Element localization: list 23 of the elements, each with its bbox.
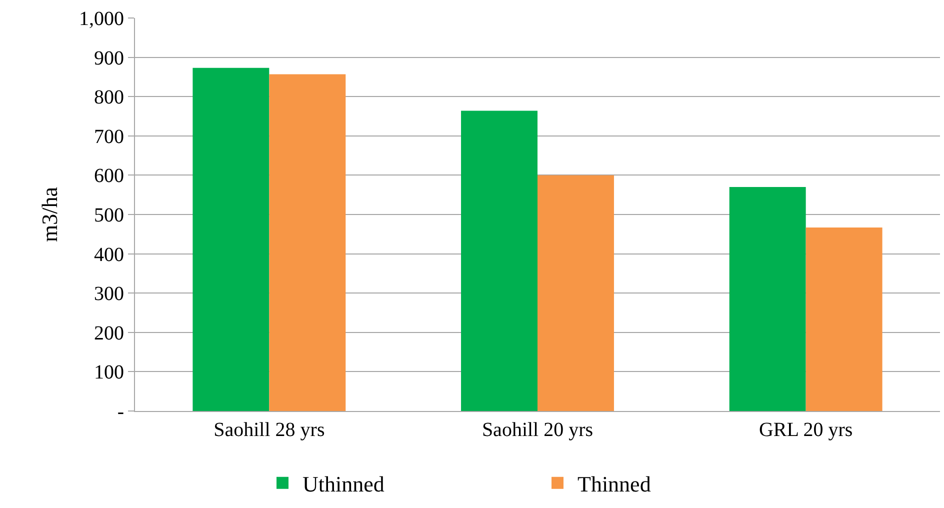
y-tick-label: 100 bbox=[94, 362, 124, 384]
bar bbox=[269, 74, 346, 411]
y-axis-title: m3/ha bbox=[36, 186, 62, 242]
bar bbox=[461, 110, 538, 411]
bar bbox=[538, 175, 614, 411]
bar bbox=[729, 186, 806, 411]
legend-label: Uthinned bbox=[302, 471, 384, 496]
x-tick-label: Saohill 20 yrs bbox=[482, 419, 594, 441]
legend-label: Thinned bbox=[578, 471, 651, 496]
y-tick-label: 500 bbox=[94, 204, 124, 226]
y-tick-label: 400 bbox=[94, 244, 124, 266]
y-tick-label: 800 bbox=[94, 86, 124, 109]
y-tick-label: 700 bbox=[94, 126, 124, 148]
x-tick-label: GRL 20 yrs bbox=[758, 419, 853, 441]
y-tick-label: 600 bbox=[94, 165, 124, 188]
y-tick-label: 300 bbox=[94, 283, 124, 306]
bar bbox=[806, 227, 882, 411]
y-tick-label: 200 bbox=[94, 322, 124, 344]
y-tick-label: 1,000 bbox=[79, 8, 124, 30]
bar bbox=[192, 68, 270, 411]
x-tick-label: Saohill 28 yrs bbox=[214, 419, 325, 441]
y-tick-label: 900 bbox=[94, 47, 124, 70]
y-tick-label: - bbox=[117, 401, 124, 423]
